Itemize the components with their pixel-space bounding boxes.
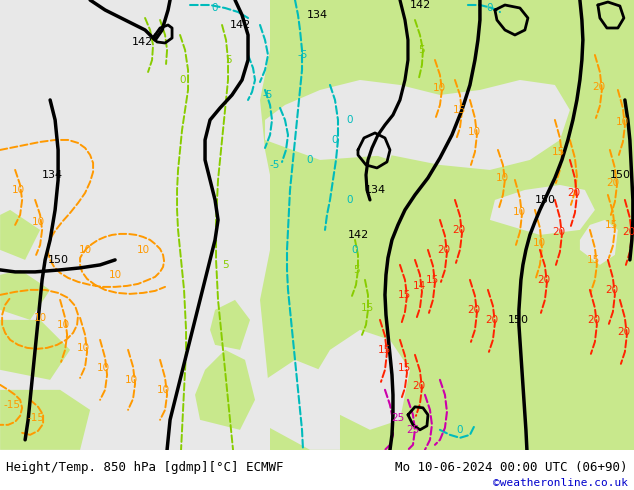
Text: -5: -5 — [298, 50, 308, 60]
Polygon shape — [580, 220, 618, 265]
Text: Height/Temp. 850 hPa [gdmp][°C] ECMWF: Height/Temp. 850 hPa [gdmp][°C] ECMWF — [6, 461, 284, 474]
Text: 20: 20 — [467, 305, 481, 315]
Text: 134: 134 — [42, 170, 63, 180]
Text: 20: 20 — [592, 82, 605, 92]
Text: 20: 20 — [538, 275, 550, 285]
Polygon shape — [0, 390, 90, 450]
Text: 5: 5 — [222, 260, 228, 270]
Text: 10: 10 — [616, 117, 628, 127]
Text: 10: 10 — [124, 375, 138, 385]
Text: 134: 134 — [365, 185, 385, 195]
Text: -5: -5 — [270, 160, 280, 170]
Polygon shape — [0, 0, 270, 450]
Text: 142: 142 — [131, 37, 153, 47]
Text: 150: 150 — [534, 195, 555, 205]
Polygon shape — [0, 320, 70, 380]
Polygon shape — [210, 300, 250, 350]
Polygon shape — [0, 210, 40, 260]
Text: 5: 5 — [354, 265, 360, 275]
Text: 20: 20 — [623, 227, 634, 237]
Text: 10: 10 — [157, 385, 170, 395]
Polygon shape — [265, 80, 570, 170]
Text: 15: 15 — [452, 105, 465, 115]
Text: 10: 10 — [77, 343, 89, 353]
Text: 20: 20 — [486, 315, 498, 325]
Text: Mo 10-06-2024 00:00 UTC (06+90): Mo 10-06-2024 00:00 UTC (06+90) — [395, 461, 628, 474]
Polygon shape — [270, 380, 340, 450]
Text: 25: 25 — [391, 413, 404, 423]
Polygon shape — [255, 360, 340, 450]
Text: -5: -5 — [263, 90, 273, 100]
Text: 10: 10 — [96, 363, 110, 373]
Text: 20: 20 — [618, 327, 630, 337]
Text: 142: 142 — [410, 0, 430, 10]
Text: 0: 0 — [347, 195, 353, 205]
Text: 20: 20 — [552, 227, 566, 237]
Text: 15: 15 — [587, 255, 600, 265]
Text: 142: 142 — [347, 230, 368, 240]
Text: 15: 15 — [605, 220, 619, 230]
Text: 15: 15 — [377, 345, 391, 355]
Text: 10: 10 — [512, 207, 526, 217]
Text: 5: 5 — [418, 45, 425, 55]
Text: 20: 20 — [453, 225, 465, 235]
Text: 10: 10 — [11, 185, 25, 195]
Text: 10: 10 — [136, 245, 150, 255]
Text: 15: 15 — [552, 147, 566, 157]
Text: ©weatheronline.co.uk: ©weatheronline.co.uk — [493, 478, 628, 488]
Polygon shape — [260, 0, 634, 450]
Text: 5: 5 — [224, 55, 231, 65]
Text: 20: 20 — [437, 245, 451, 255]
Text: 10: 10 — [56, 320, 70, 330]
Text: -15: -15 — [28, 413, 44, 423]
Text: 20: 20 — [567, 188, 581, 198]
Text: 10: 10 — [432, 83, 446, 93]
Polygon shape — [355, 110, 400, 160]
Text: 150: 150 — [507, 315, 528, 325]
Polygon shape — [270, 0, 634, 450]
Text: 15: 15 — [360, 303, 373, 313]
Text: 0: 0 — [352, 245, 358, 255]
Text: 0: 0 — [307, 155, 313, 165]
Text: 10: 10 — [533, 238, 545, 248]
Text: 10: 10 — [79, 245, 92, 255]
Text: 10: 10 — [108, 270, 122, 280]
Text: 10: 10 — [34, 313, 47, 323]
Text: 142: 142 — [230, 20, 250, 30]
Polygon shape — [310, 330, 410, 430]
Text: 150: 150 — [48, 255, 68, 265]
Text: 10: 10 — [32, 217, 44, 227]
Text: 20: 20 — [412, 381, 425, 391]
Text: 0: 0 — [180, 75, 186, 85]
Polygon shape — [0, 270, 50, 320]
Text: 20: 20 — [587, 315, 600, 325]
Text: 0: 0 — [456, 425, 463, 435]
Text: 0: 0 — [347, 115, 353, 125]
Polygon shape — [330, 370, 430, 450]
Text: 20: 20 — [606, 178, 619, 188]
Text: 14: 14 — [412, 281, 425, 291]
Text: 20: 20 — [605, 285, 618, 295]
Text: 134: 134 — [306, 10, 328, 20]
Polygon shape — [490, 185, 595, 235]
Polygon shape — [195, 350, 255, 430]
Text: 150: 150 — [609, 170, 630, 180]
Text: 0: 0 — [487, 3, 493, 13]
Text: 0: 0 — [212, 3, 218, 13]
Text: 15: 15 — [398, 290, 411, 300]
Text: 10: 10 — [495, 173, 508, 183]
Text: 15: 15 — [398, 363, 411, 373]
Text: 0: 0 — [332, 135, 339, 145]
Text: -15: -15 — [4, 400, 21, 410]
Text: 10: 10 — [467, 127, 481, 137]
Text: 25: 25 — [406, 425, 420, 435]
Text: 15: 15 — [425, 275, 439, 285]
